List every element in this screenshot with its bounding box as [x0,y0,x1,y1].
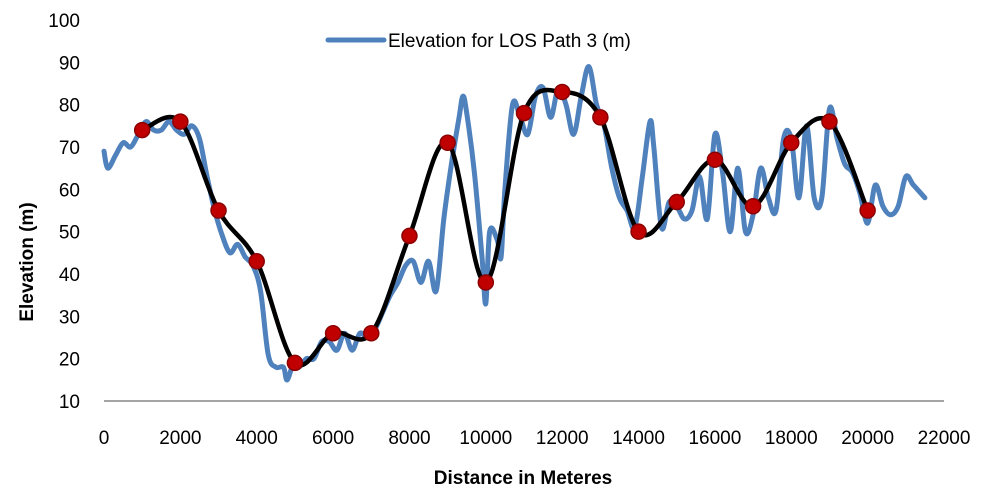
x-axis-ticks: 0 2000 4000 6000 8000 10000 12000 14000 16000 180… [99,428,971,449]
y-tick-label: 90 [59,53,80,74]
x-tick-label: 10000 [459,428,512,449]
y-tick-label: 20 [59,350,80,371]
y-tick-label: 30 [59,307,80,328]
sample-point-marker [821,113,838,130]
marker-layer [133,83,876,372]
x-tick-label: 0 [99,428,110,449]
sample-point-marker [401,227,418,245]
y-tick-label: 80 [59,96,80,117]
x-tick-label: 14000 [612,428,665,449]
sample-point-marker [859,202,876,219]
x-tick-label: 18000 [765,428,818,449]
fitted-curve-line [139,87,870,368]
sample-point-marker [248,253,265,270]
y-tick-label: 50 [59,223,80,244]
sample-point-marker [133,121,151,139]
elevation-series-line [101,64,928,383]
x-tick-label: 6000 [312,428,354,449]
legend: Elevation for LOS Path 3 (m) [325,31,631,52]
x-tick-label: 2000 [159,428,201,449]
x-tick-label: 12000 [536,428,589,449]
sample-point-marker [477,274,495,291]
sample-point-marker [210,202,227,219]
y-tick-label: 70 [59,138,80,159]
sample-point-marker [592,109,609,126]
sample-point-marker [553,83,571,101]
y-tick-label: 40 [59,265,80,286]
legend-label: Elevation for LOS Path 3 (m) [388,31,631,52]
sample-point-marker [706,151,724,168]
y-axis-title: Elevation (m) [17,202,38,321]
x-tick-label: 4000 [236,428,278,449]
x-tick-label: 20000 [841,428,894,449]
sample-point-marker [630,223,647,240]
y-tick-label: 100 [48,11,80,32]
sample-point-marker [744,198,762,215]
sample-point-marker [783,134,800,152]
x-tick-label: 8000 [388,428,430,449]
sample-point-marker [515,104,533,122]
sample-point-marker [172,113,189,130]
sample-point-marker [363,325,380,342]
sample-point-marker [668,193,685,211]
y-tick-label: 60 [59,180,80,201]
y-axis-ticks: 10 20 30 40 50 60 70 80 90 100 [48,11,80,413]
sample-point-marker [286,354,304,372]
sample-point-marker [439,134,456,152]
x-tick-label: 22000 [918,428,971,449]
series-layer [101,64,928,383]
x-axis-title: Distance in Meteres [434,468,612,489]
sample-point-marker [324,325,342,342]
y-tick-label: 10 [59,392,80,413]
x-tick-label: 16000 [688,428,741,449]
